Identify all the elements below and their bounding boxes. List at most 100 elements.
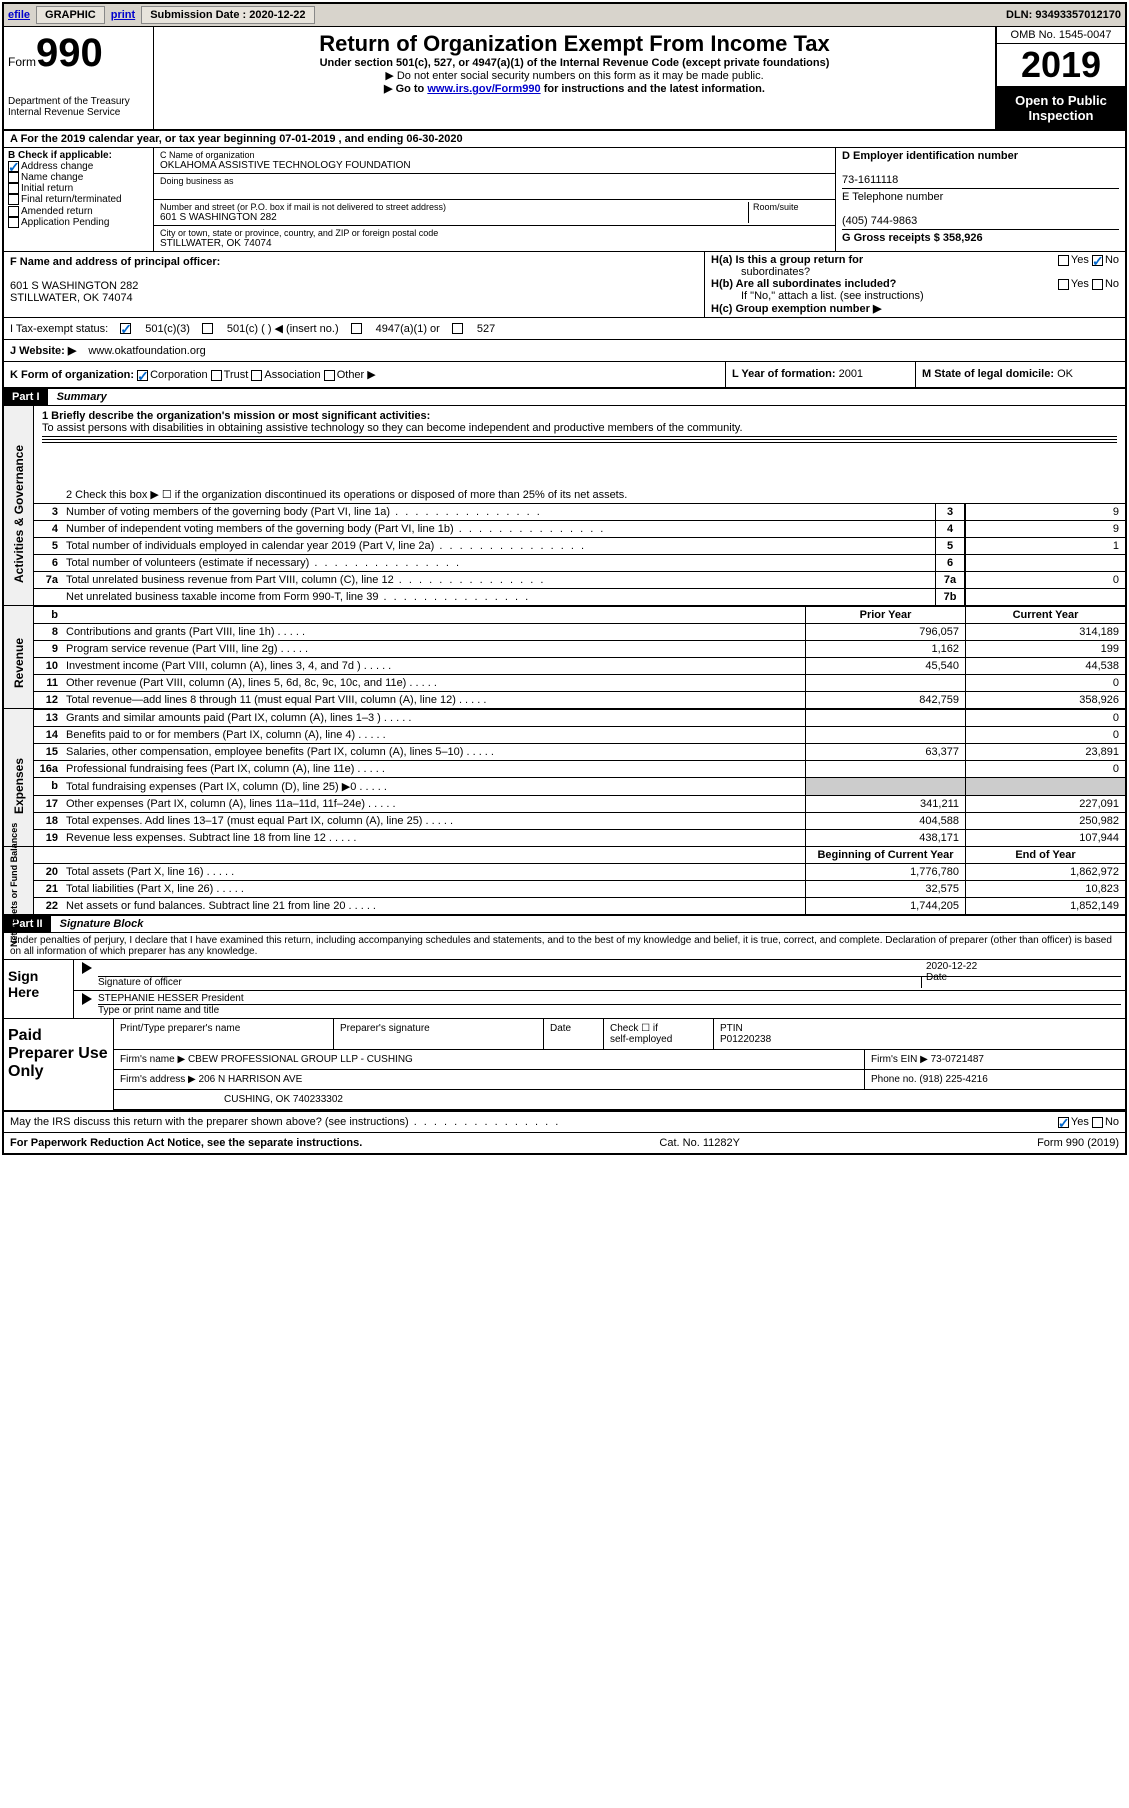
expenses-section: Expenses 13Grants and similar amounts pa… — [4, 709, 1125, 847]
h-c: H(c) Group exemption number ▶ — [711, 302, 1119, 315]
sign-here-block: Sign Here Signature of officer 2020-12-2… — [4, 960, 1125, 1019]
chk-other[interactable] — [324, 370, 335, 381]
hb-yes[interactable] — [1058, 279, 1069, 290]
firm-addr1: 206 N HARRISON AVE — [199, 1074, 303, 1085]
org-name-lbl: C Name of organization — [160, 150, 829, 160]
irs-label: Internal Revenue Service — [8, 107, 149, 118]
form-subtitle: Under section 501(c), 527, or 4947(a)(1)… — [162, 57, 987, 69]
ha-yes[interactable] — [1058, 255, 1069, 266]
discuss-yes[interactable] — [1058, 1117, 1069, 1128]
arrow-icon — [82, 993, 92, 1005]
tax-year: 2019 — [997, 44, 1125, 87]
goto-note: ▶ Go to www.irs.gov/Form990 for instruct… — [162, 82, 987, 95]
chk-501c3[interactable] — [120, 323, 131, 334]
form-number: Form990 — [8, 31, 149, 76]
city-lbl: City or town, state or province, country… — [160, 228, 829, 238]
row-a-taxyear: A For the 2019 calendar year, or tax yea… — [4, 131, 1125, 148]
summary-line: 12Total revenue—add lines 8 through 11 (… — [34, 691, 1125, 708]
org-name: OKLAHOMA ASSISTIVE TECHNOLOGY FOUNDATION — [160, 160, 829, 171]
discuss-no[interactable] — [1092, 1117, 1103, 1128]
officer-name: STEPHANIE HESSER President — [98, 993, 1121, 1004]
summary-line: bTotal fundraising expenses (Part IX, co… — [34, 777, 1125, 795]
chk-app[interactable] — [8, 217, 19, 228]
summary-line: 17Other expenses (Part IX, column (A), l… — [34, 795, 1125, 812]
phone-lbl: E Telephone number — [842, 191, 943, 203]
part2-hdr: Part II Signature Block — [4, 916, 1125, 933]
summary-line: 16aProfessional fundraising fees (Part I… — [34, 760, 1125, 777]
chk-initial[interactable] — [8, 183, 19, 194]
irs-link[interactable]: www.irs.gov/Form990 — [427, 83, 540, 95]
chk-amended[interactable] — [8, 206, 19, 217]
room-lbl: Room/suite — [753, 202, 829, 212]
summary-line: 22Net assets or fund balances. Subtract … — [34, 897, 1125, 914]
gross-lbl: G Gross receipts $ 358,926 — [842, 232, 983, 244]
summary-line: 10Investment income (Part VIII, column (… — [34, 657, 1125, 674]
arrow-icon — [82, 962, 92, 974]
officer-lbl: F Name and address of principal officer: — [10, 256, 220, 268]
firm-phone: (918) 225-4216 — [919, 1074, 987, 1085]
chk-address[interactable] — [8, 161, 19, 172]
l1-lbl: 1 Briefly describe the organization's mi… — [42, 410, 430, 422]
firm-ein: 73-0721487 — [931, 1054, 984, 1065]
chk-assoc[interactable] — [251, 370, 262, 381]
penalty-text: Under penalties of perjury, I declare th… — [4, 933, 1125, 960]
mission-text: To assist persons with disabilities in o… — [42, 422, 743, 434]
ssn-note: ▶ Do not enter social security numbers o… — [162, 69, 987, 82]
form-container: efile GRAPHIC print Submission Date : 20… — [2, 2, 1127, 1155]
chk-trust[interactable] — [211, 370, 222, 381]
ptin: P01220238 — [720, 1034, 771, 1045]
summary-line: 3Number of voting members of the governi… — [34, 503, 1125, 520]
row-j: J Website: ▶ www.okatfoundation.org — [4, 340, 1125, 362]
paid-preparer-block: Paid Preparer Use Only Print/Type prepar… — [4, 1019, 1125, 1112]
chk-4947[interactable] — [351, 323, 362, 334]
discuss-row: May the IRS discuss this return with the… — [4, 1112, 1125, 1133]
activities-governance: Activities & Governance 1 Briefly descri… — [4, 406, 1125, 606]
website: www.okatfoundation.org — [88, 345, 205, 357]
summary-line: 20Total assets (Part X, line 16) . . . .… — [34, 863, 1125, 880]
section-b-to-g: B Check if applicable: Address change Na… — [4, 148, 1125, 252]
row-klm: K Form of organization: Corporation Trus… — [4, 362, 1125, 389]
chk-501c[interactable] — [202, 323, 213, 334]
ein: 73-1611118 — [842, 174, 898, 186]
l2: 2 Check this box ▶ ☐ if the organization… — [62, 486, 1125, 503]
vlabel-na: Net Assets or Fund Balances — [9, 827, 19, 947]
chk-final[interactable] — [8, 194, 19, 205]
summary-line: 4Number of independent voting members of… — [34, 520, 1125, 537]
firm-addr2: CUSHING, OK 740233302 — [114, 1090, 1125, 1109]
ein-lbl: D Employer identification number — [842, 150, 1018, 162]
phone: (405) 744-9863 — [842, 215, 917, 227]
hb-no[interactable] — [1092, 279, 1103, 290]
h-b-note: If "No," attach a list. (see instruction… — [711, 290, 1119, 302]
summary-line: 5Total number of individuals employed in… — [34, 537, 1125, 554]
officer-addr1: 601 S WASHINGTON 282 — [10, 280, 138, 292]
summary-line: 15Salaries, other compensation, employee… — [34, 743, 1125, 760]
open-inspection: Open to Public Inspection — [997, 87, 1125, 129]
summary-line: 8Contributions and grants (Part VIII, li… — [34, 623, 1125, 640]
summary-line: 6Total number of volunteers (estimate if… — [34, 554, 1125, 571]
summary-line: 18Total expenses. Add lines 13–17 (must … — [34, 812, 1125, 829]
chk-527[interactable] — [452, 323, 463, 334]
efile-link[interactable]: efile — [8, 9, 30, 21]
part1-hdr: Part I Summary — [4, 389, 1125, 406]
row-f-h: F Name and address of principal officer:… — [4, 252, 1125, 318]
dln: DLN: 93493357012170 — [1006, 9, 1121, 21]
street-lbl: Number and street (or P.O. box if mail i… — [160, 202, 744, 212]
street: 601 S WASHINGTON 282 — [160, 212, 744, 223]
graphic-btn[interactable]: GRAPHIC — [36, 6, 105, 24]
revenue-section: Revenue bPrior YearCurrent Year 8Contrib… — [4, 606, 1125, 709]
summary-line: 19Revenue less expenses. Subtract line 1… — [34, 829, 1125, 846]
footer: For Paperwork Reduction Act Notice, see … — [4, 1133, 1125, 1153]
topbar: efile GRAPHIC print Submission Date : 20… — [4, 4, 1125, 27]
print-link[interactable]: print — [111, 9, 135, 21]
city: STILLWATER, OK 74074 — [160, 238, 829, 249]
form-title: Return of Organization Exempt From Incom… — [162, 31, 987, 57]
chk-corp[interactable] — [137, 370, 148, 381]
h-b: H(b) Are all subordinates included? Yes … — [711, 278, 1119, 290]
ha-no[interactable] — [1092, 255, 1103, 266]
vlabel-ag: Activities & Governance — [12, 463, 26, 583]
chk-name[interactable] — [8, 172, 19, 183]
h-a-sub: subordinates? — [711, 266, 1119, 278]
summary-line: 9Program service revenue (Part VIII, lin… — [34, 640, 1125, 657]
summary-line: 7aTotal unrelated business revenue from … — [34, 571, 1125, 588]
vlabel-rev: Revenue — [12, 603, 26, 723]
